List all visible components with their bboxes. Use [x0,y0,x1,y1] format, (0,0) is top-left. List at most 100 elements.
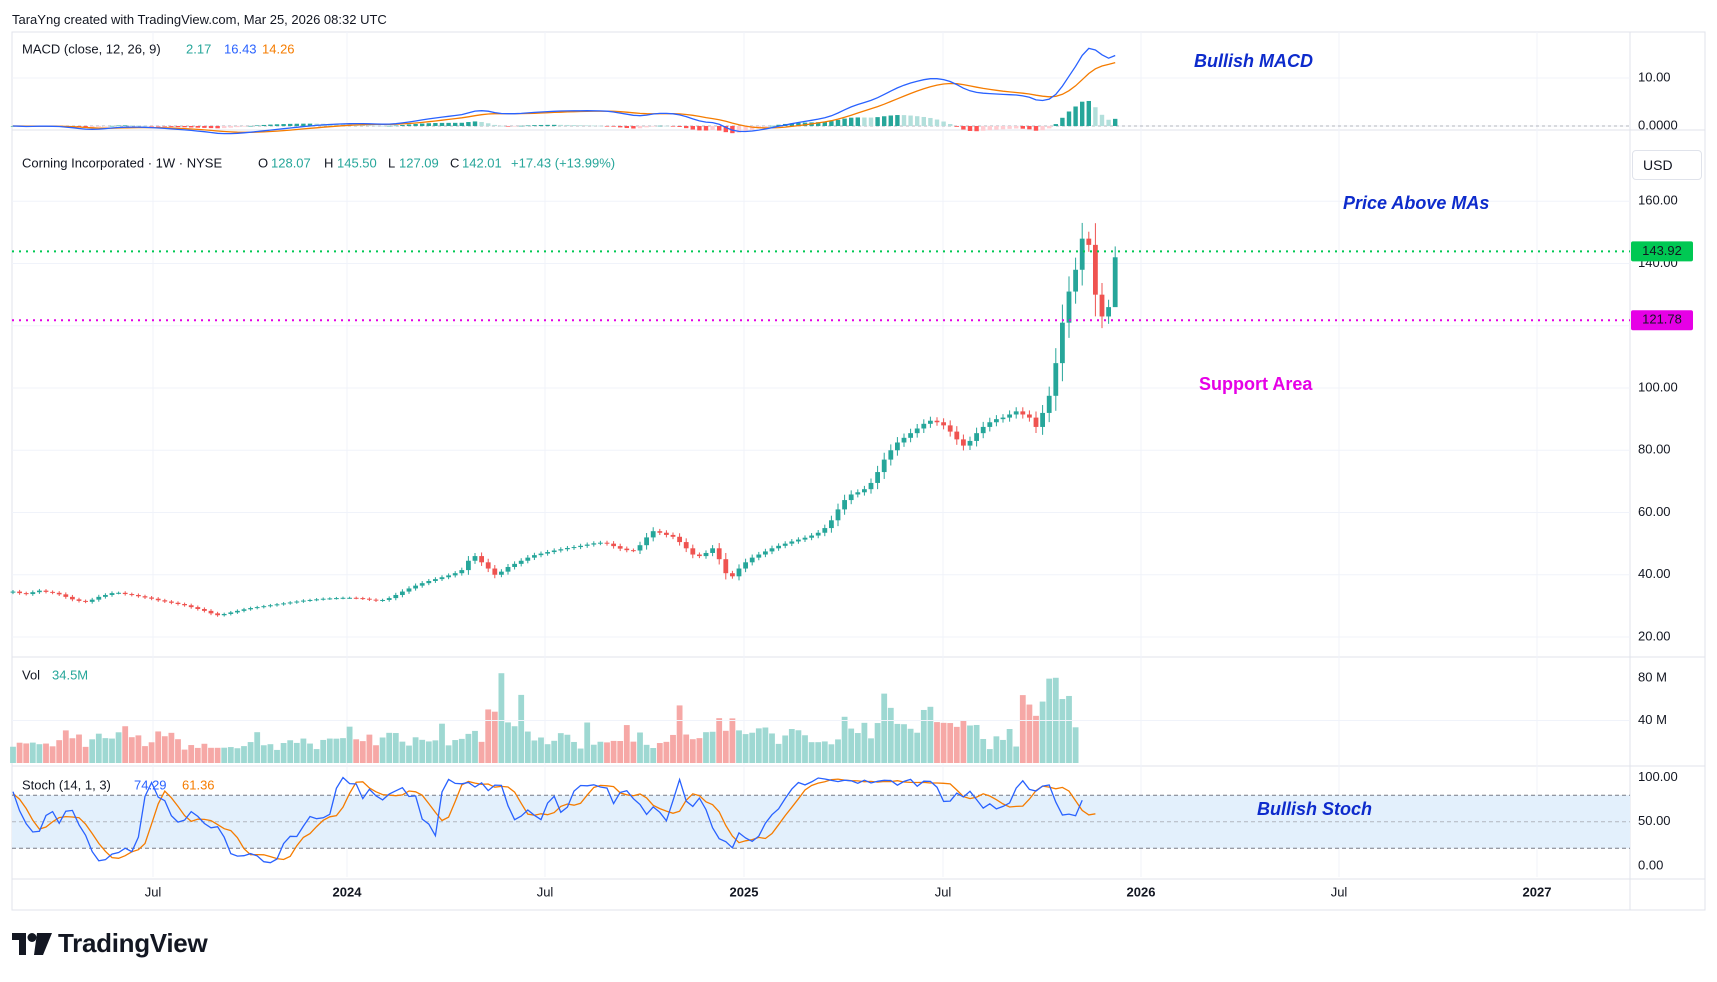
macd-histogram-bar [855,117,860,126]
candle-body [393,594,399,599]
volume-bar [29,742,36,763]
candle-body [631,550,636,552]
currency-button[interactable]: USD [1632,150,1702,180]
candle-body [314,599,319,601]
macd-histogram-bar [294,123,299,126]
volume-bar [201,743,208,763]
candle-body [683,542,689,549]
candle-body [50,591,55,593]
symbol-legend-value: +17.43 (+13.99%) [511,155,615,170]
candle-body [994,419,999,423]
macd-histogram-bar [96,126,101,128]
candle-body [1073,269,1078,292]
macd-histogram-bar [598,125,603,127]
volume-bar [881,693,888,763]
volume-bar [491,711,498,763]
macd-histogram-bar [723,126,728,133]
macd-histogram-bar [941,121,946,126]
time-axis-tick: Jul [1331,884,1348,899]
volume-bar [551,740,558,763]
candle-body [221,613,227,616]
volume-bar [69,738,76,763]
macd-histogram-bar [1027,126,1032,130]
volume-bar [287,740,294,763]
candle-body [842,500,847,510]
volume-bar [927,706,934,763]
volume-bar [181,749,188,763]
candle-body [149,597,154,599]
macd-histogram-bar [921,116,926,126]
macd-histogram-bar [268,124,273,126]
macd-histogram-bar [703,126,709,131]
macd-histogram-bar [208,126,214,129]
volume-axis-tick: 40 M [1638,712,1667,727]
volume-bar [392,733,399,763]
volume-bar [623,725,630,763]
volume-bar [1000,739,1006,763]
candle-body [499,571,504,575]
candle-body [1020,411,1026,415]
macd-histogram-bar [532,125,537,126]
macd-histogram-bar [750,126,755,130]
tradingview-logo[interactable]: TradingView [12,928,208,959]
candle-body [367,598,372,600]
candle-body [769,548,775,552]
candle-body [796,539,801,542]
volume-bar [76,734,82,763]
volume-bar [366,734,373,763]
macd-histogram-bar [717,126,722,131]
macd-histogram-bar [492,124,497,126]
macd-histogram-bar [446,122,451,126]
volume-bar [340,738,346,763]
candle-body [914,428,920,434]
macd-histogram-bar [618,126,623,128]
candle-body [360,598,366,600]
volume-bar [274,749,280,763]
macd-histogram-bar [109,125,115,127]
candle-body [281,603,286,605]
macd-histogram-bar [459,122,464,126]
volume-bar [208,747,214,763]
candle-body [862,489,867,493]
volume-bar [914,732,921,763]
volume-bar [590,744,597,763]
macd-histogram-bar [664,125,669,127]
macd-histogram-bar [987,126,992,131]
symbol-legend-value: C [450,155,459,170]
volume-bar [571,741,577,763]
volume-bar [775,743,782,763]
symbol-legend-value: 127.09 [399,155,439,170]
volume-bar [155,731,162,763]
volume-bar [709,731,716,763]
candle-body [743,562,748,569]
macd-histogram-bar [169,126,174,127]
candle-body [208,610,214,614]
candle-body [782,543,788,546]
macd-histogram-bar [241,126,247,127]
volume-bar [10,746,16,763]
macd-histogram-bar [690,126,695,130]
macd-histogram-bar [934,119,940,126]
candle-body [188,605,194,608]
candle-body [155,598,161,601]
macd-histogram-bar [387,125,392,127]
volume-bar [227,747,234,763]
macd-histogram-bar [862,117,867,126]
macd-axis-tick: 10.00 [1638,69,1671,84]
candle-body [466,560,471,571]
macd-histogram-bar [928,117,933,126]
volume-bar [267,744,274,763]
candle-body [1060,322,1065,364]
volume-bar [564,734,571,763]
candle-body [340,597,346,599]
candle-body [763,551,768,555]
candle-body [446,575,451,578]
candle-body [1027,414,1032,418]
chart-attribution: TaraYng created with TradingView.com, Ma… [12,12,387,27]
volume-bar [214,747,221,763]
time-axis-tick: 2026 [1127,884,1156,899]
macd-histogram-bar [189,126,194,128]
volume-bar [742,734,749,763]
volume-bar [703,732,709,763]
